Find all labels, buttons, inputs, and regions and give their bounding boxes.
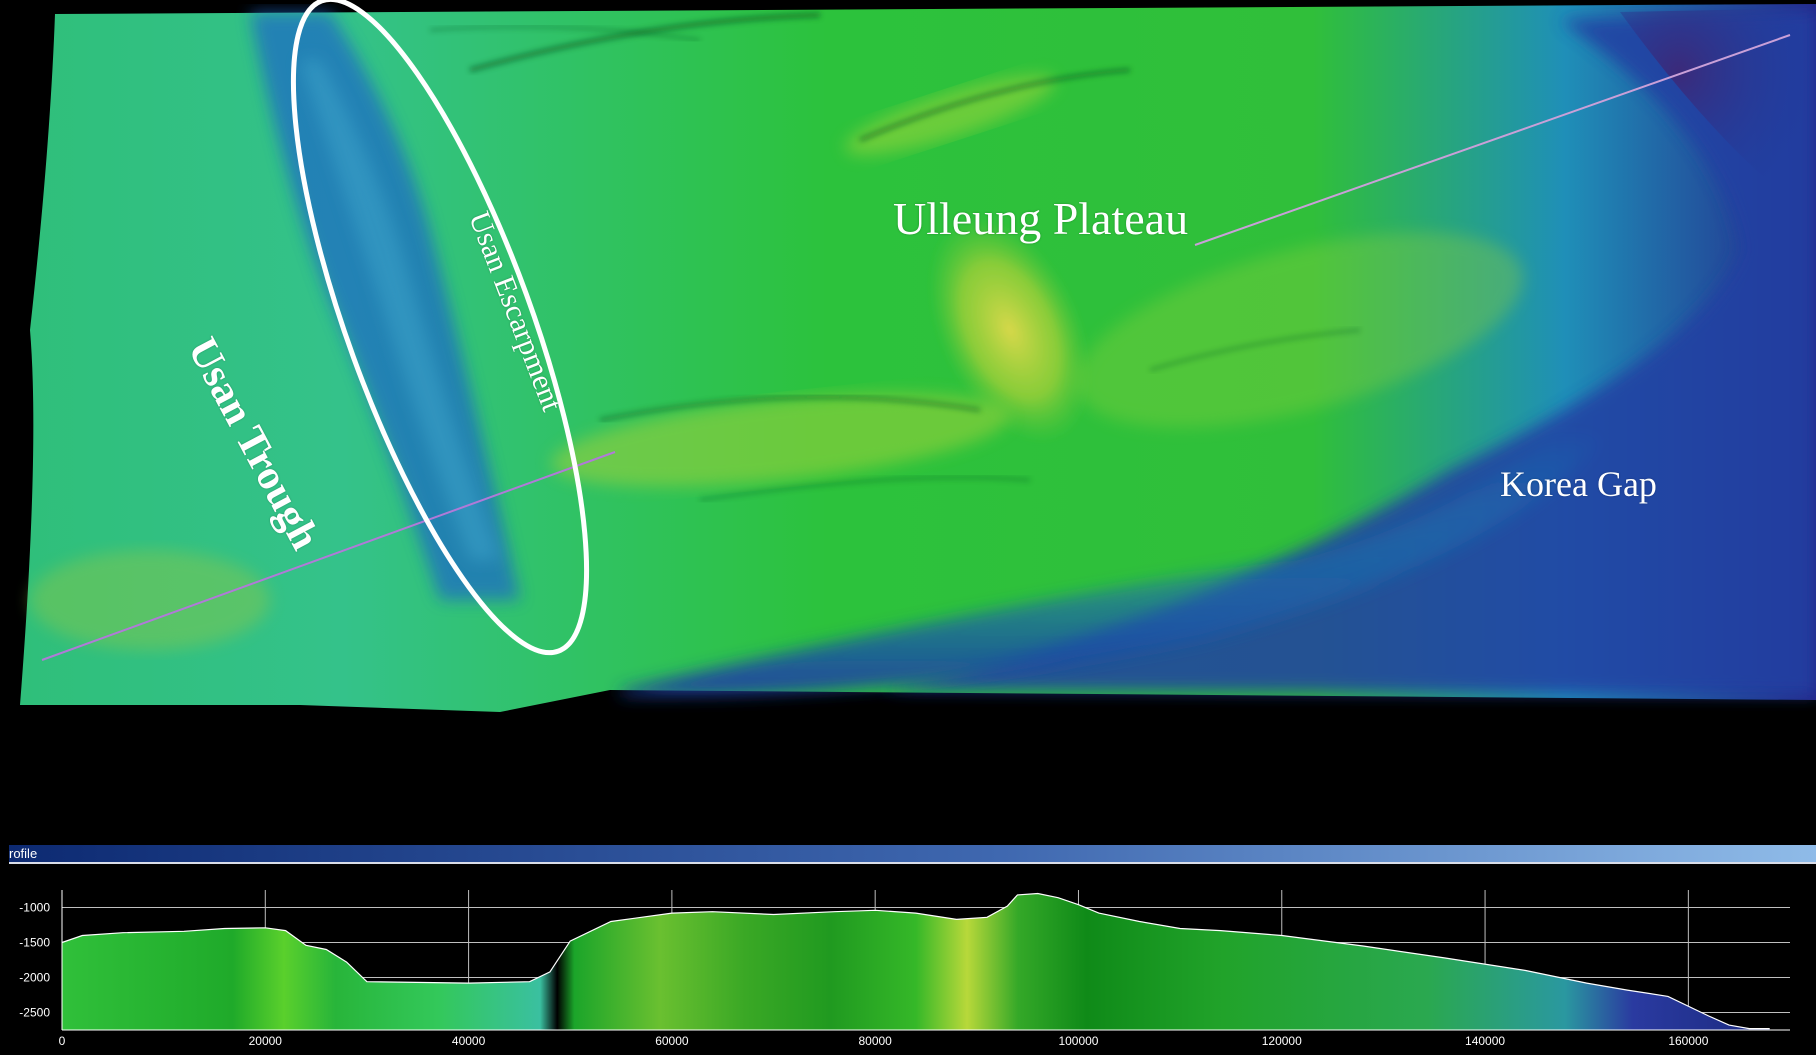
x-tick-label: 100000: [1058, 1034, 1098, 1048]
y-tick-label: -2000: [19, 971, 50, 985]
x-tick-label: 140000: [1465, 1034, 1505, 1048]
x-tick-label: 120000: [1262, 1034, 1302, 1048]
y-tick-label: -1000: [19, 901, 50, 915]
x-tick-label: 80000: [858, 1034, 892, 1048]
x-tick-label: 20000: [249, 1034, 283, 1048]
x-tick-label: 160000: [1668, 1034, 1708, 1048]
y-tick-label: -1500: [19, 936, 50, 950]
y-tick-label: -2500: [19, 1006, 50, 1020]
profile-line-east: [1194, 34, 1791, 246]
x-tick-label: 40000: [452, 1034, 486, 1048]
x-tick-label: 0: [59, 1034, 66, 1048]
label-ulleung-plateau: Ulleung Plateau: [893, 193, 1189, 244]
label-korea-gap: Korea Gap: [1500, 464, 1657, 504]
korea-gap-basin: [880, 10, 1816, 695]
profile-chart: 0 20000 40000 60000 80000 100000 120000 140000 1…: [0, 864, 1816, 1055]
profile-panel-titlebar[interactable]: rofile: [9, 845, 1816, 864]
profile-line-west: [41, 451, 616, 661]
escarpment-highlight-ellipse: [290, 0, 590, 656]
profile-panel-title: rofile: [9, 846, 38, 861]
bathymetry-3d-view: [20, 0, 1816, 712]
profile-line: [61, 892, 1770, 1030]
x-tick-label: 60000: [655, 1034, 689, 1048]
profile-area: [62, 893, 1770, 1030]
